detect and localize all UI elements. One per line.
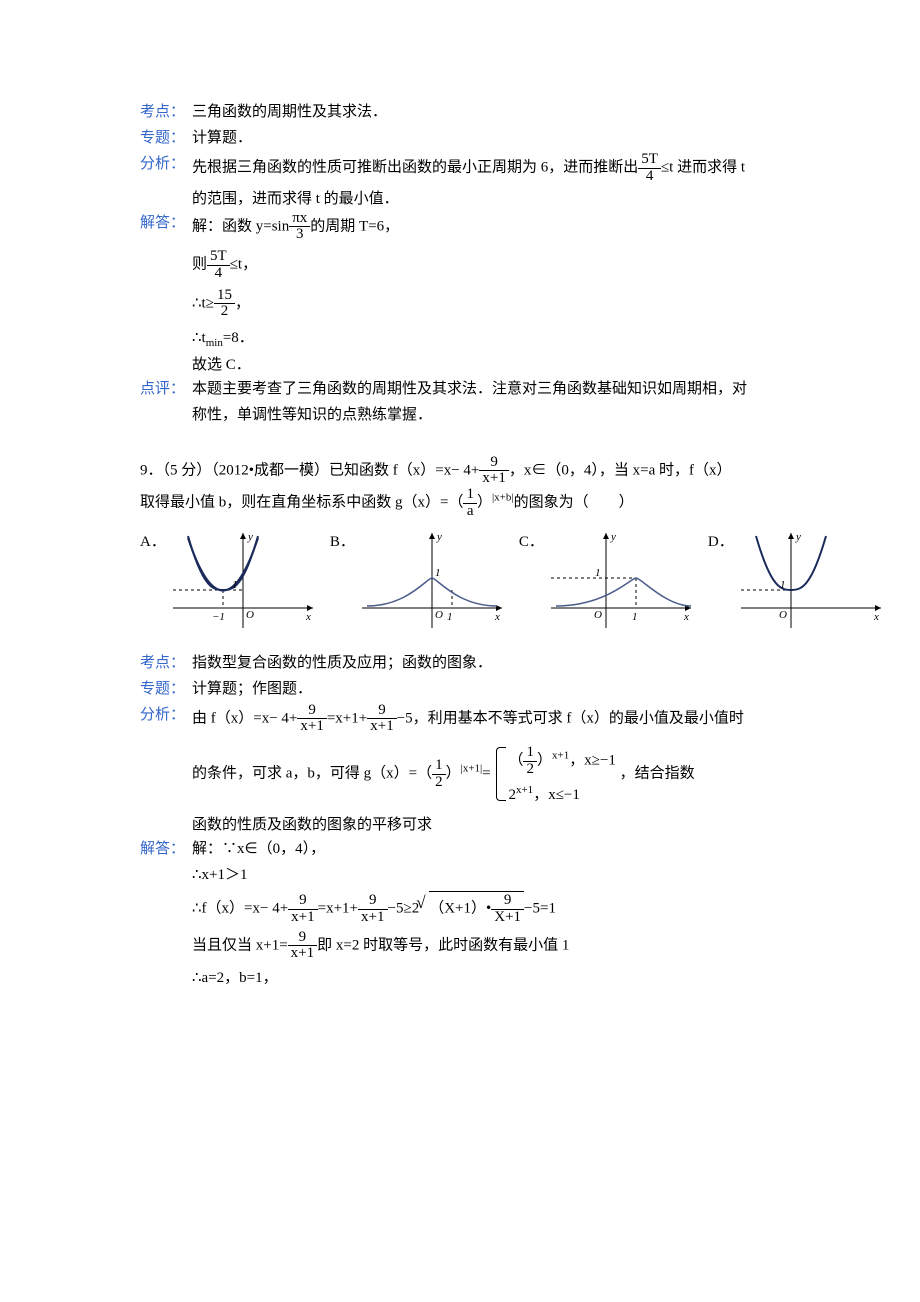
q9-fenxi-row: 分析： 由 f（x）=x− 4+9x+1=x+1+9x+1−5，利用基本不等式可… <box>140 703 860 736</box>
q9-stem-l2: 取得最小值 b，则在直角坐标系中函数 g（x）=（1a）|x+b|的图象为（ ） <box>140 487 860 520</box>
graph-d: O x y 1 <box>736 528 886 633</box>
q8-dianping-row: 点评： 本题主要考查了三角函数的周期性及其求法．注意对三角函数基础知识如周期相，… <box>140 377 860 401</box>
kaodian-text: 三角函数的周期性及其求法． <box>192 100 860 124</box>
q9-fenxi-l1: 由 f（x）=x− 4+9x+1=x+1+9x+1−5，利用基本不等式可求 f（… <box>192 703 860 736</box>
fenxi-frac1: 5T4 <box>638 152 661 185</box>
q8-kaodian-row: 考点： 三角函数的周期性及其求法． <box>140 100 860 124</box>
q9-jd-l3: ∴f（x）=x− 4+9x+1=x+1+9x+1−5≥2（X+1）•9X+1−5… <box>192 891 860 926</box>
zhuanti-label: 专题： <box>140 126 192 150</box>
svg-text:1: 1 <box>632 611 638 623</box>
kaodian-label: 考点： <box>140 100 192 124</box>
svg-text:y: y <box>436 531 442 543</box>
jd-l3: ∴t≥152， <box>192 288 860 321</box>
dianping-label: 点评： <box>140 377 192 401</box>
pw-row2: 2x+1，x≤−1 <box>508 784 615 804</box>
jd-l2: 则5T4≤t， <box>192 249 860 282</box>
svg-text:1: 1 <box>447 611 453 623</box>
dianping-l1: 本题主要考查了三角函数的周期性及其求法．注意对三角函数基础知识如周期相，对 <box>192 377 860 401</box>
svg-text:−1: −1 <box>212 611 225 623</box>
pw-row1: （12）x+1，x≥−1 <box>508 745 615 778</box>
q9-stem-l1: 9．（5 分）（2012•成都一模）已知函数 f（x）=x− 4+9x+1，x∈… <box>140 455 860 488</box>
svg-text:O: O <box>435 609 443 621</box>
fenxi-label: 分析： <box>140 152 192 176</box>
jd-l1-post: 的周期 T=6， <box>310 218 399 234</box>
svg-text:y: y <box>247 531 253 543</box>
svg-text:x: x <box>873 611 879 623</box>
graph-a: O x y 1 −1 <box>168 528 318 633</box>
svg-text:1: 1 <box>595 567 601 579</box>
q8-jieda-body: 则5T4≤t， ∴t≥152， ∴tmin=8． 故选 C． <box>192 249 860 377</box>
dianping-l2: 称性，单调性等知识的点熟练掌握． <box>192 403 860 427</box>
q9-block: 9．（5 分）（2012•成都一模）已知函数 f（x）=x− 4+9x+1，x∈… <box>140 455 860 991</box>
q8-fenxi-l2: 的范围，进而求得 t 的最小值． <box>192 187 860 211</box>
jd-l1-pre: 解：函数 y=sin <box>192 218 289 234</box>
q9-kaodian-row: 考点： 指数型复合函数的性质及应用；函数的图象． <box>140 651 860 675</box>
jd-frac2: 5T4 <box>207 249 230 282</box>
page: 考点： 三角函数的周期性及其求法． 专题： 计算题． 分析： 先根据三角函数的性… <box>0 0 920 1090</box>
svg-text:x: x <box>683 611 689 623</box>
jd-l4: ∴tmin=8． <box>192 326 860 353</box>
jd-l5: 故选 C． <box>192 353 860 377</box>
jd-frac-pi: πx3 <box>289 211 310 244</box>
svg-text:1: 1 <box>232 579 238 591</box>
q8-zhuanti-row: 专题： 计算题． <box>140 126 860 150</box>
fenxi-content: 先根据三角函数的性质可推断出函数的最小正周期为 6，进而推断出5T4≤t 进而求… <box>192 152 860 185</box>
svg-text:O: O <box>779 609 787 621</box>
jieda-label: 解答： <box>140 211 192 235</box>
svg-text:x: x <box>494 611 500 623</box>
jieda-l1: 解：函数 y=sinπx3的周期 T=6， <box>192 211 860 244</box>
q9-zhuanti-row: 专题： 计算题；作图题． <box>140 677 860 701</box>
svg-text:x: x <box>305 611 311 623</box>
option-d: D． O x y 1 <box>708 528 886 633</box>
q8-fenxi-row: 分析： 先根据三角函数的性质可推断出函数的最小正周期为 6，进而推断出5T4≤t… <box>140 152 860 185</box>
graph-c: O x y 1 1 <box>546 528 696 633</box>
svg-text:O: O <box>594 609 602 621</box>
svg-text:y: y <box>795 531 801 543</box>
q9-options: A． O x y 1 −1 <box>140 528 860 633</box>
fenxi-l1-pre: 先根据三角函数的性质可推断出函数的最小正周期为 6，进而推断出 <box>192 160 638 176</box>
fenxi-l1-post: ≤t 进而求得 t <box>661 160 745 176</box>
option-b: B． O x y 1 1 <box>330 528 507 633</box>
piecewise: （12）x+1，x≥−1 2x+1，x≤−1 <box>494 745 615 803</box>
sqrt: （X+1）•9X+1 <box>419 891 524 926</box>
svg-text:1: 1 <box>435 567 441 579</box>
q9-jd-body: ∴x+1＞1 ∴f（x）=x− 4+9x+1=x+1+9x+1−5≥2（X+1）… <box>192 863 860 990</box>
svg-text:y: y <box>610 531 616 543</box>
q9-jd-l4: 当且仅当 x+1=9x+1即 x=2 时取等号，此时函数有最小值 1 <box>192 930 860 963</box>
q9-frac-half: 1a <box>463 487 477 520</box>
q8-jieda-row: 解答： 解：函数 y=sinπx3的周期 T=6， <box>140 211 860 244</box>
zhuanti-text: 计算题． <box>192 126 860 150</box>
svg-text:1: 1 <box>780 579 786 591</box>
option-a: A． O x y 1 −1 <box>140 528 318 633</box>
svg-text:O: O <box>246 609 254 621</box>
q9-frac1: 9x+1 <box>479 455 508 488</box>
q9-jieda-row: 解答： 解：∵x∈（0，4）， <box>140 837 860 861</box>
jd-frac3: 152 <box>214 288 235 321</box>
q9-fenxi-l2: 的条件，可求 a，b，可得 g（x）=（12）|x+1|= （12）x+1，x≥… <box>192 745 860 803</box>
graph-b: O x y 1 1 <box>357 528 507 633</box>
option-c: C． O x y 1 1 <box>519 528 696 633</box>
q9-fenxi-l3: 函数的性质及函数的图象的平移可求 <box>192 813 860 837</box>
